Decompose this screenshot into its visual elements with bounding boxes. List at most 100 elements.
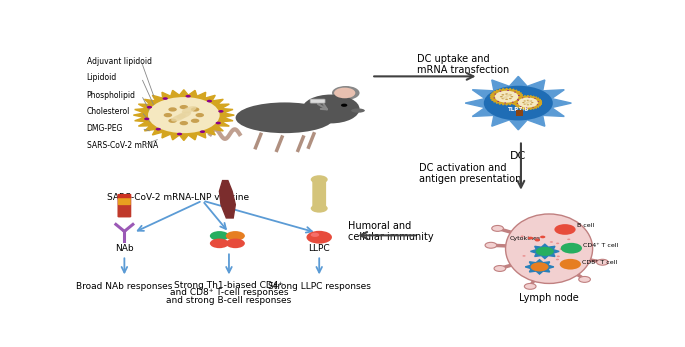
Circle shape — [207, 100, 212, 102]
Circle shape — [311, 233, 319, 237]
Circle shape — [530, 262, 549, 271]
Circle shape — [311, 175, 327, 184]
Circle shape — [518, 98, 538, 108]
Text: Cholesterol: Cholesterol — [87, 107, 130, 116]
Circle shape — [484, 86, 553, 120]
Ellipse shape — [502, 96, 508, 99]
Text: NAb: NAb — [115, 244, 134, 253]
Circle shape — [200, 130, 205, 133]
FancyBboxPatch shape — [118, 196, 132, 218]
Text: CD8⁺ T cell: CD8⁺ T cell — [582, 260, 617, 264]
Circle shape — [147, 106, 152, 109]
Text: SARS-CoV-2 mRNA-LNP vaccine: SARS-CoV-2 mRNA-LNP vaccine — [107, 193, 249, 202]
Circle shape — [485, 242, 497, 248]
Circle shape — [210, 231, 229, 241]
Circle shape — [535, 239, 540, 242]
Circle shape — [169, 119, 177, 123]
Circle shape — [530, 100, 532, 102]
Circle shape — [522, 102, 525, 103]
FancyBboxPatch shape — [312, 179, 326, 209]
Circle shape — [179, 121, 188, 125]
Circle shape — [501, 98, 504, 99]
Circle shape — [332, 86, 360, 100]
Ellipse shape — [527, 100, 532, 102]
Circle shape — [556, 259, 559, 260]
Circle shape — [219, 110, 223, 113]
Ellipse shape — [526, 102, 530, 104]
Circle shape — [148, 97, 220, 133]
Circle shape — [531, 102, 534, 103]
Circle shape — [523, 103, 526, 105]
Circle shape — [162, 97, 168, 100]
Circle shape — [210, 238, 229, 248]
Bar — [516, 110, 523, 116]
Polygon shape — [490, 88, 523, 105]
Circle shape — [538, 101, 539, 102]
Polygon shape — [219, 180, 236, 218]
Polygon shape — [525, 260, 554, 274]
Text: DC uptake and: DC uptake and — [417, 54, 490, 64]
Circle shape — [499, 91, 501, 92]
Text: cellular immunity: cellular immunity — [349, 232, 434, 242]
Circle shape — [514, 92, 516, 93]
Circle shape — [597, 259, 608, 265]
Circle shape — [535, 237, 538, 239]
Circle shape — [550, 241, 553, 243]
Circle shape — [567, 238, 571, 240]
Polygon shape — [514, 95, 542, 110]
Polygon shape — [465, 76, 571, 130]
Circle shape — [540, 236, 545, 238]
Circle shape — [528, 97, 530, 98]
Ellipse shape — [236, 102, 334, 133]
Circle shape — [495, 91, 519, 103]
Polygon shape — [134, 90, 234, 141]
Ellipse shape — [504, 95, 509, 98]
Circle shape — [186, 95, 191, 98]
Text: Broad NAb responses: Broad NAb responses — [76, 282, 173, 291]
Circle shape — [561, 243, 582, 254]
Text: B cell: B cell — [577, 223, 594, 228]
Circle shape — [501, 94, 504, 95]
Text: antigen presentation: antigen presentation — [419, 174, 521, 184]
Circle shape — [560, 259, 581, 270]
Text: CD4⁺ T cell: CD4⁺ T cell — [583, 243, 619, 248]
Text: Lipidoid: Lipidoid — [87, 73, 117, 82]
Circle shape — [191, 107, 199, 112]
Circle shape — [497, 101, 499, 102]
FancyBboxPatch shape — [118, 194, 132, 198]
Circle shape — [144, 118, 149, 120]
Text: DC: DC — [510, 151, 526, 161]
Circle shape — [545, 270, 548, 271]
Circle shape — [527, 100, 529, 101]
Circle shape — [155, 128, 161, 130]
Circle shape — [528, 237, 533, 239]
Circle shape — [164, 113, 172, 117]
Text: Lymph node: Lymph node — [519, 293, 579, 303]
Circle shape — [306, 231, 332, 244]
Circle shape — [302, 94, 360, 124]
Text: Strong LLPC responses: Strong LLPC responses — [268, 282, 371, 291]
Text: Humoral and: Humoral and — [349, 221, 412, 231]
Circle shape — [504, 102, 506, 103]
Circle shape — [169, 107, 177, 112]
Circle shape — [539, 263, 543, 265]
Ellipse shape — [506, 214, 593, 283]
Circle shape — [521, 236, 524, 237]
Circle shape — [523, 100, 526, 102]
Ellipse shape — [506, 94, 511, 96]
Text: DC activation and: DC activation and — [419, 163, 506, 173]
Circle shape — [517, 100, 519, 101]
Circle shape — [506, 93, 508, 95]
Circle shape — [557, 255, 560, 257]
Text: Strong Th1-biased CD4⁺: Strong Th1-biased CD4⁺ — [175, 281, 284, 290]
Circle shape — [509, 98, 512, 99]
Circle shape — [216, 122, 221, 124]
Circle shape — [536, 247, 554, 256]
Ellipse shape — [177, 111, 191, 119]
Circle shape — [520, 106, 521, 107]
Circle shape — [510, 96, 513, 98]
Circle shape — [311, 204, 327, 213]
Circle shape — [512, 102, 514, 103]
Circle shape — [195, 113, 204, 117]
Circle shape — [506, 99, 508, 100]
